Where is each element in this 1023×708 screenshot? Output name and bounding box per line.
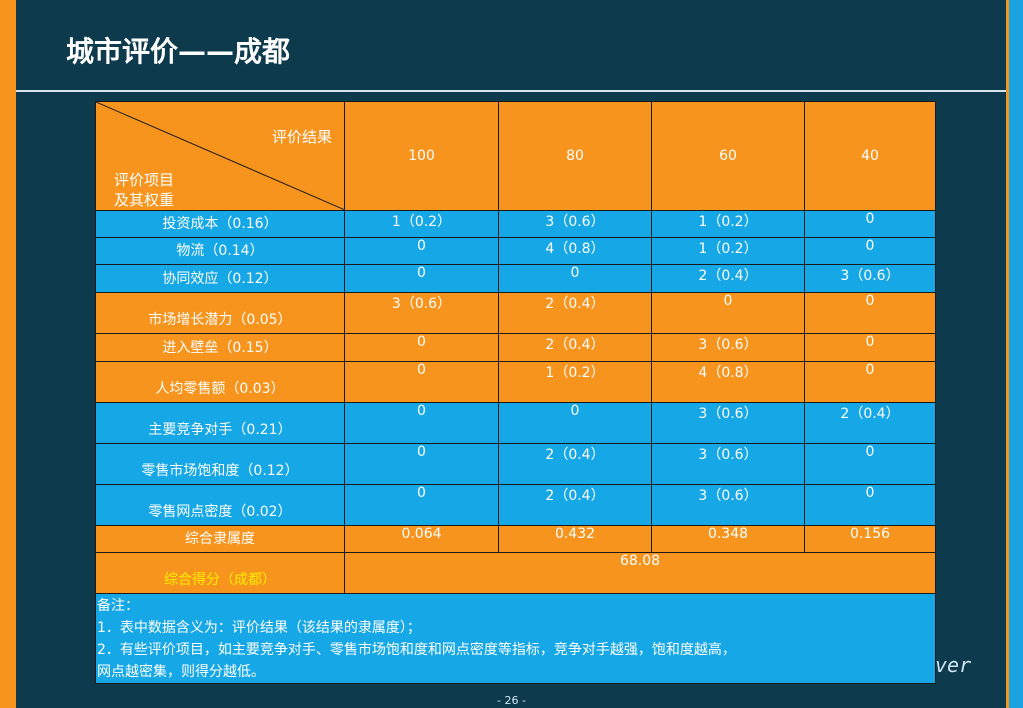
table-cell: 3（0.6）	[804, 264, 936, 293]
score-row: 综合得分（成都） 68.08	[95, 552, 936, 594]
row-label: 零售市场饱和度（0.12）	[95, 443, 345, 485]
table-row: 进入壁垒（0.15） 0 2（0.4） 3（0.6） 0	[95, 333, 936, 362]
note-item: 1．表中数据含义为：评价结果（该结果的隶属度）；	[97, 620, 421, 636]
right-accent-stripe	[1006, 0, 1009, 708]
row-label: 物流（0.14）	[95, 237, 345, 265]
table-cell: 0	[804, 292, 936, 334]
note-item: 网点越密集，则得分越低。	[97, 664, 265, 680]
notes-cell: 备注： 1．表中数据含义为：评价结果（该结果的隶属度）； 2．有些评价项目，如主…	[95, 593, 936, 684]
right-accent-bar	[1006, 0, 1023, 708]
header-result-label: 评价结果	[271, 128, 332, 146]
table-cell: 3（0.6）	[651, 443, 805, 485]
table-cell: 1（0.2）	[498, 361, 652, 403]
table-cell: 2（0.4）	[651, 264, 805, 293]
membership-cell: 0.156	[804, 525, 936, 553]
table-cell: 0	[344, 361, 499, 403]
row-label: 人均零售额（0.03）	[95, 361, 345, 403]
table-row: 人均零售额（0.03） 0 1（0.2） 4（0.8） 0	[95, 361, 936, 403]
table-row: 物流（0.14） 0 4（0.8） 1（0.2） 0	[95, 237, 936, 265]
table-cell: 0	[804, 333, 936, 362]
row-label: 协同效应（0.12）	[95, 264, 345, 293]
header-item-label: 评价项目 及其权重	[114, 170, 174, 210]
row-label: 进入壁垒（0.15）	[95, 333, 345, 362]
table-cell: 0	[804, 361, 936, 403]
table-cell: 0	[344, 264, 499, 293]
membership-cell: 0.064	[344, 525, 499, 553]
table-cell: 0	[498, 402, 652, 444]
table-cell: 2（0.4）	[498, 292, 652, 334]
score-label: 综合得分（成都）	[95, 552, 345, 594]
score-value: 68.08	[344, 552, 936, 594]
diagonal-line	[96, 102, 345, 210]
column-header: 100	[344, 101, 499, 211]
page-number: - 26 -	[497, 694, 526, 707]
row-label: 主要竞争对手（0.21）	[95, 402, 345, 444]
table-row: 零售网点密度（0.02） 0 2（0.4） 3（0.6） 0	[95, 484, 936, 526]
membership-row: 综合隶属度 0.064 0.432 0.348 0.156	[95, 525, 936, 553]
column-header: 80	[498, 101, 652, 211]
membership-label: 综合隶属度	[95, 525, 345, 553]
table-row: 协同效应（0.12） 0 0 2（0.4） 3（0.6）	[95, 264, 936, 293]
header-item-line1: 评价项目	[114, 171, 175, 189]
table-header-row: 评价结果 评价项目 及其权重 100 80 60 40	[95, 101, 936, 211]
table-cell: 3（0.6）	[344, 292, 499, 334]
table-cell: 0	[804, 484, 936, 526]
row-label: 零售网点密度（0.02）	[95, 484, 345, 526]
membership-cell: 0.432	[498, 525, 652, 553]
note-item: 2．有些评价项目，如主要竞争对手、零售市场饱和度和网点密度等指标，竞争对手越强，…	[97, 642, 736, 658]
table-cell: 2（0.4）	[804, 402, 936, 444]
table-cell: 0	[344, 237, 499, 265]
diagonal-header-cell: 评价结果 评价项目 及其权重	[95, 101, 345, 211]
table-cell: 0	[344, 443, 499, 485]
table-cell: 0	[344, 402, 499, 444]
column-header: 40	[804, 101, 936, 211]
table-cell: 4（0.8）	[498, 237, 652, 265]
table-row: 市场增长潜力（0.05） 3（0.6） 2（0.4） 0 0	[95, 292, 936, 334]
table-cell: 2（0.4）	[498, 484, 652, 526]
notes-heading: 备注：	[97, 598, 139, 614]
table-cell: 2（0.4）	[498, 333, 652, 362]
table-cell: 0	[804, 443, 936, 485]
table-row: 投资成本（0.16） 1（0.2） 3（0.6） 1（0.2） 0	[95, 210, 936, 238]
table-cell: 1（0.2）	[651, 237, 805, 265]
column-header: 60	[651, 101, 805, 211]
evaluation-table: 评价结果 评价项目 及其权重 100 80 60 40 投资成本（0.16） 1…	[95, 101, 936, 684]
header-item-line2: 及其权重	[114, 191, 175, 209]
notes-row: 备注： 1．表中数据含义为：评价结果（该结果的隶属度）； 2．有些评价项目，如主…	[95, 593, 936, 684]
table-cell: 0	[804, 237, 936, 265]
table-row: 零售市场饱和度（0.12） 0 2（0.4） 3（0.6） 0	[95, 443, 936, 485]
slide-title: 城市评价——成都	[66, 35, 291, 68]
table-cell: 4（0.8）	[651, 361, 805, 403]
table-cell: 3（0.6）	[651, 333, 805, 362]
table-cell: 3（0.6）	[651, 402, 805, 444]
watermark-text: ver	[935, 653, 972, 677]
table-cell: 0	[651, 292, 805, 334]
table-cell: 0	[344, 333, 499, 362]
table-cell: 0	[344, 484, 499, 526]
table-cell: 3（0.6）	[651, 484, 805, 526]
membership-cell: 0.348	[651, 525, 805, 553]
row-label: 投资成本（0.16）	[95, 210, 345, 238]
table-cell: 3（0.6）	[498, 210, 652, 238]
table-cell: 2（0.4）	[498, 443, 652, 485]
left-accent-bar	[0, 0, 16, 708]
title-divider	[16, 90, 1006, 92]
table-cell: 0	[498, 264, 652, 293]
table-cell: 1（0.2）	[344, 210, 499, 238]
table-cell: 0	[804, 210, 936, 238]
row-label: 市场增长潜力（0.05）	[95, 292, 345, 334]
table-row: 主要竞争对手（0.21） 0 0 3（0.6） 2（0.4）	[95, 402, 936, 444]
table-cell: 1（0.2）	[651, 210, 805, 238]
